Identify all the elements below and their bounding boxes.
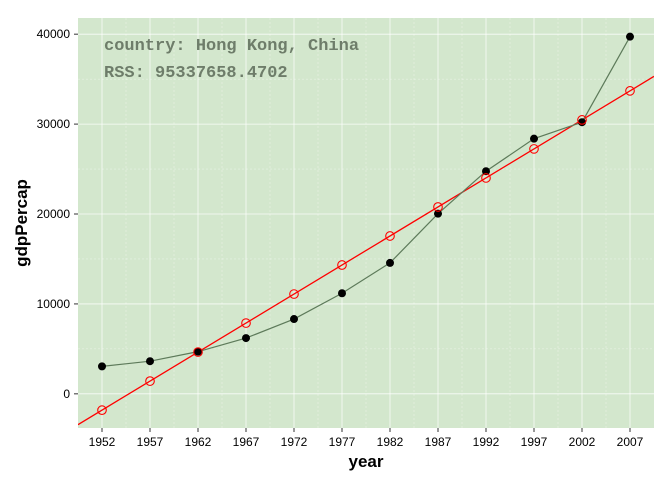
observed-point (434, 209, 442, 218)
y-tick-label: 0 (63, 387, 70, 401)
observed-point (98, 362, 106, 371)
x-tick-label: 1997 (521, 435, 548, 449)
observed-point (386, 258, 394, 267)
fitted-point (481, 173, 491, 183)
fitted-point (145, 376, 155, 386)
observed-point (194, 347, 202, 356)
x-tick-label: 2007 (617, 435, 644, 449)
x-tick-label: 1957 (137, 435, 164, 449)
observed-point (338, 289, 346, 298)
y-axis-title: gdpPercap (12, 179, 31, 267)
x-tick-label: 1962 (185, 435, 212, 449)
y-tick-label: 10000 (37, 297, 71, 311)
observed-point (578, 118, 586, 127)
observed-point (626, 32, 634, 41)
observed-point (146, 357, 154, 366)
observed-point (482, 167, 490, 176)
fitted-point (385, 231, 395, 241)
x-tick-label: 1967 (233, 435, 260, 449)
fitted-point (577, 115, 587, 125)
observed-point (290, 315, 298, 324)
x-tick-label: 1987 (425, 435, 452, 449)
data-points (97, 32, 635, 415)
y-axis: 0 10000 20000 30000 40000 (37, 27, 78, 401)
observed-line (101, 36, 631, 367)
fit-line-group (78, 75, 654, 426)
x-tick-label: 2002 (569, 435, 596, 449)
x-axis-title: year (349, 452, 384, 471)
x-tick-label: 1952 (89, 435, 116, 449)
y-tick-label: 20000 (37, 207, 71, 221)
fit-line (78, 75, 654, 426)
fitted-point (97, 405, 107, 415)
annotation-country: country: Hong Kong, China (104, 37, 359, 56)
fitted-point (289, 289, 299, 299)
fitted-point (241, 318, 251, 328)
fitted-point (193, 347, 203, 357)
fitted-point (625, 86, 635, 96)
annotation-rss: RSS: 95337658.4702 (104, 64, 288, 83)
observed-series-line (101, 36, 631, 367)
y-tick-label: 30000 (37, 117, 71, 131)
x-tick-label: 1992 (473, 435, 500, 449)
y-tick-label: 40000 (37, 27, 71, 41)
x-tick-label: 1982 (377, 435, 404, 449)
x-tick-label: 1977 (329, 435, 356, 449)
observed-point (242, 334, 250, 343)
fitted-point (337, 260, 347, 270)
x-axis: 1952 1957 1962 1967 1972 1977 1982 1987 1992 1997… (89, 428, 644, 449)
x-tick-label: 1972 (281, 435, 308, 449)
gridlines (78, 18, 654, 428)
observed-point (530, 134, 538, 143)
fitted-point (529, 144, 539, 154)
fitted-point (433, 202, 443, 212)
